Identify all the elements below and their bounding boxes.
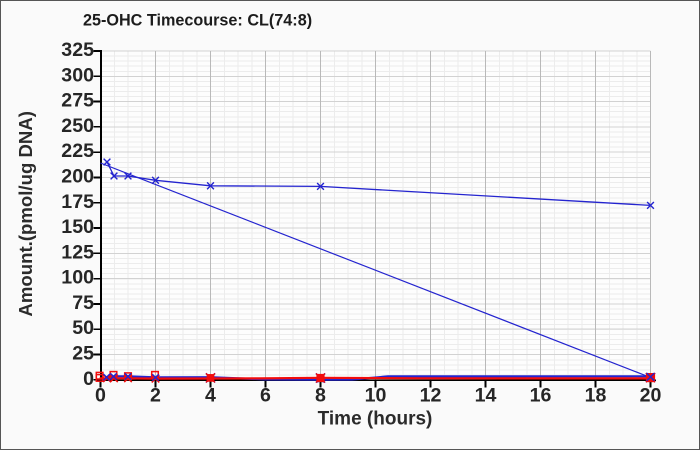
svg-text:6: 6: [260, 385, 271, 407]
svg-text:300: 300: [61, 64, 94, 86]
svg-text:16: 16: [530, 385, 552, 407]
svg-text:8: 8: [315, 385, 326, 407]
svg-text:4: 4: [205, 385, 216, 407]
svg-text:75: 75: [72, 292, 94, 314]
svg-text:250: 250: [61, 115, 94, 137]
svg-text:275: 275: [61, 90, 94, 112]
svg-text:25-OHC Timecourse: CL(74:8): 25-OHC Timecourse: CL(74:8): [83, 11, 312, 29]
svg-text:100: 100: [61, 267, 94, 289]
svg-text:20: 20: [640, 385, 662, 407]
svg-text:0: 0: [83, 368, 94, 390]
svg-text:225: 225: [61, 140, 94, 162]
svg-text:10: 10: [365, 385, 387, 407]
svg-text:Amount.(pmol/ug DNA): Amount.(pmol/ug DNA): [15, 111, 36, 317]
svg-text:150: 150: [61, 216, 94, 238]
svg-text:200: 200: [61, 165, 94, 187]
svg-text:0: 0: [95, 385, 106, 407]
svg-text:12: 12: [420, 385, 442, 407]
svg-text:2: 2: [150, 385, 161, 407]
svg-text:18: 18: [585, 385, 607, 407]
svg-text:Time (hours): Time (hours): [318, 408, 433, 429]
svg-text:175: 175: [61, 191, 94, 213]
svg-text:14: 14: [475, 385, 497, 407]
svg-text:325: 325: [61, 39, 94, 61]
svg-text:25: 25: [72, 343, 94, 365]
svg-text:50: 50: [72, 317, 94, 339]
svg-text:125: 125: [61, 241, 94, 263]
